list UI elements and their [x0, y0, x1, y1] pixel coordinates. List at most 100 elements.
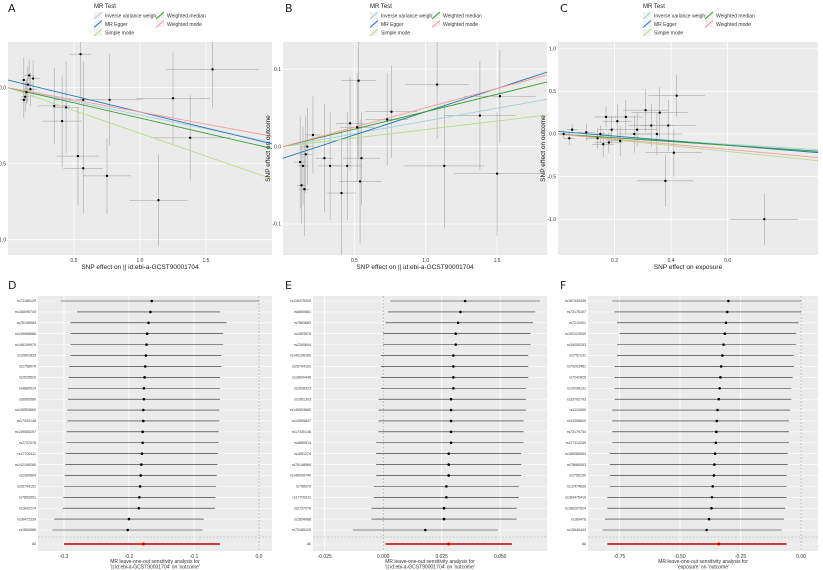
- estimate-point: [452, 354, 455, 357]
- estimate-point: [449, 441, 453, 445]
- snp-label: rs183475419: [565, 495, 586, 499]
- scatter-panel-A: -1.0 -0.5 0.0 0.5 1.0 1.5 SNP effect on || id:…: [0, 42, 272, 271]
- estimate-point: [452, 365, 455, 368]
- x-tick-label: -0.50: [674, 554, 686, 560]
- y-tick-label: 0.1: [274, 67, 281, 73]
- estimate-point: [141, 441, 144, 445]
- x-tick-label: 0.4: [668, 258, 675, 264]
- data-point: [570, 128, 574, 131]
- data-point: [498, 95, 502, 98]
- snp-label: rs145553660: [290, 408, 311, 412]
- estimate-point: [719, 365, 723, 368]
- data-point: [300, 184, 303, 187]
- regression-line: [283, 81, 547, 148]
- estimate-point: [710, 495, 714, 499]
- snp-label: rs7242825: [569, 376, 586, 380]
- estimate-point: [713, 463, 716, 466]
- snp-label: rs25794151: [292, 365, 311, 369]
- data-point: [328, 164, 332, 168]
- estimate-point: [142, 386, 146, 390]
- legend-label: Simple mode: [105, 30, 134, 36]
- snp-label: rs189085553: [565, 452, 586, 456]
- y-tick-label: 0.0: [0, 85, 6, 91]
- legend-label: Weighted median: [716, 13, 755, 19]
- forest-panel-E: -0.025 0.000 0.025 0.050 rs116475320 rs666066…: [290, 296, 547, 570]
- legend-key-line: [93, 20, 103, 28]
- data-point: [360, 156, 363, 160]
- legend-label: Inverse variance weighted: [105, 13, 163, 19]
- legend-key-line: [704, 11, 714, 20]
- data-point: [304, 153, 308, 156]
- estimate-point: [721, 354, 724, 357]
- x-axis-label: SNP effect on exposure: [654, 264, 723, 271]
- estimate-point: [716, 408, 719, 412]
- estimate-point: [449, 430, 453, 434]
- legend-key-line: [155, 20, 165, 28]
- snp-label: rs1654086: [294, 517, 311, 521]
- x-tick-label: 0.0: [256, 554, 263, 560]
- snp-label: rs79203461: [567, 365, 586, 369]
- data-point: [29, 87, 32, 91]
- data-point: [22, 98, 26, 102]
- regression-line: [283, 98, 547, 148]
- legend-label: Inverse variance weighted: [654, 13, 712, 19]
- regression-line: [558, 133, 818, 162]
- estimate-point: [719, 376, 722, 379]
- x-tick-label: 0.6: [724, 258, 731, 264]
- x-tick-label: 0.050: [494, 554, 507, 560]
- legend-label: MR Egger: [381, 22, 404, 28]
- x-axis-label: MR leave-one-out sensitivity analysis fo…: [110, 559, 200, 565]
- legend-key-line: [704, 20, 714, 28]
- data-point: [635, 128, 639, 131]
- regression-line: [8, 87, 272, 137]
- estimate-point: [143, 376, 146, 379]
- snp-label: rs1553570: [294, 332, 311, 336]
- all-estimate-point: [447, 542, 451, 546]
- snp-label: rs34000253: [567, 343, 586, 347]
- legend-label: Weighted median: [443, 13, 482, 19]
- legend-label: MR Egger: [105, 22, 128, 28]
- x-tick-label: -0.025: [318, 554, 332, 560]
- snp-label: rs180476: [571, 517, 586, 521]
- x-tick-label: 0.5: [351, 258, 358, 264]
- x-tick-label: 0.025: [435, 554, 448, 560]
- x-tick-label: -0.1: [190, 554, 199, 560]
- data-point: [596, 137, 599, 140]
- data-point: [348, 122, 352, 125]
- data-point: [624, 115, 628, 119]
- estimate-point: [142, 419, 145, 423]
- snp-label: rs73176107: [567, 310, 586, 314]
- all-label: All: [32, 542, 36, 546]
- plot-area: [283, 42, 547, 255]
- y-tick-label: -1.0: [547, 217, 556, 223]
- snp-label: rs16472339: [17, 517, 36, 521]
- data-point: [64, 106, 68, 109]
- plot-background: [313, 296, 547, 551]
- snp-label: rs25794151: [17, 485, 36, 489]
- snp-label: rs146099740: [290, 474, 311, 478]
- data-point: [298, 160, 302, 164]
- data-point: [79, 52, 82, 56]
- snp-label: rs2737078: [19, 441, 36, 445]
- y-tick-label: 0.0: [549, 132, 556, 138]
- snp-label: rs16600446: [292, 376, 311, 380]
- x-tick-label: 1.5: [494, 258, 501, 264]
- regression-line: [283, 114, 547, 148]
- x-axis-label: MR leave-one-out sensitivity analysis fo…: [385, 559, 475, 565]
- data-point: [655, 132, 659, 136]
- all-estimate-point: [141, 542, 145, 546]
- data-point: [604, 115, 608, 119]
- estimate-point: [456, 321, 460, 325]
- x-tick-label: -0.3: [60, 554, 69, 560]
- legend-key-line: [369, 11, 379, 20]
- snp-label: rs75148984: [292, 463, 311, 467]
- snp-label: rs2928323: [294, 386, 311, 390]
- snp-label: rs33792793: [567, 397, 586, 401]
- y-tick-label: 0.0: [274, 144, 281, 150]
- estimate-point: [447, 474, 451, 477]
- y-tick-label: 1.0: [549, 47, 556, 53]
- snp-label: rs192123049: [565, 332, 586, 336]
- estimate-point: [712, 474, 716, 477]
- data-point: [602, 143, 605, 146]
- x-tick-label: 0.2: [611, 258, 618, 264]
